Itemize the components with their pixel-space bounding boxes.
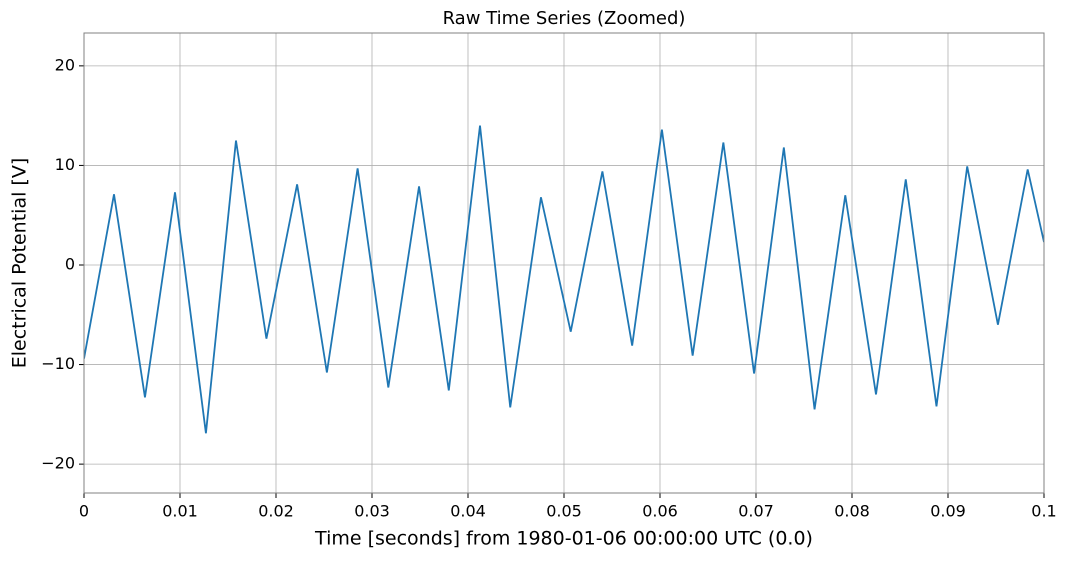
y-tick-label: −10 bbox=[41, 354, 75, 373]
series-line bbox=[84, 125, 1044, 434]
y-tick-label: 0 bbox=[65, 254, 75, 273]
x-tick-label: 0.06 bbox=[642, 502, 678, 521]
x-tick-label: 0.09 bbox=[930, 502, 966, 521]
x-tick-label: 0.03 bbox=[354, 502, 390, 521]
y-axis-label: Electrical Potential [V] bbox=[9, 158, 31, 368]
y-tick-label: 10 bbox=[55, 155, 75, 174]
x-tick-label: 0.1 bbox=[1031, 502, 1056, 521]
y-tick-label: 20 bbox=[55, 55, 75, 74]
x-tick-label: 0.02 bbox=[258, 502, 294, 521]
chart-title: Raw Time Series (Zoomed) bbox=[443, 8, 686, 29]
x-tick-label: 0.07 bbox=[738, 502, 774, 521]
x-tick-label: 0.01 bbox=[162, 502, 198, 521]
x-axis-label: Time [seconds] from 1980-01-06 00:00:00 … bbox=[314, 528, 813, 550]
x-tick-label: 0.08 bbox=[834, 502, 870, 521]
x-tick-label: 0.05 bbox=[546, 502, 582, 521]
x-tick-label: 0 bbox=[79, 502, 89, 521]
y-tick-label: −20 bbox=[41, 454, 75, 473]
plot-frame bbox=[83, 32, 1045, 494]
x-tick-label: 0.04 bbox=[450, 502, 486, 521]
